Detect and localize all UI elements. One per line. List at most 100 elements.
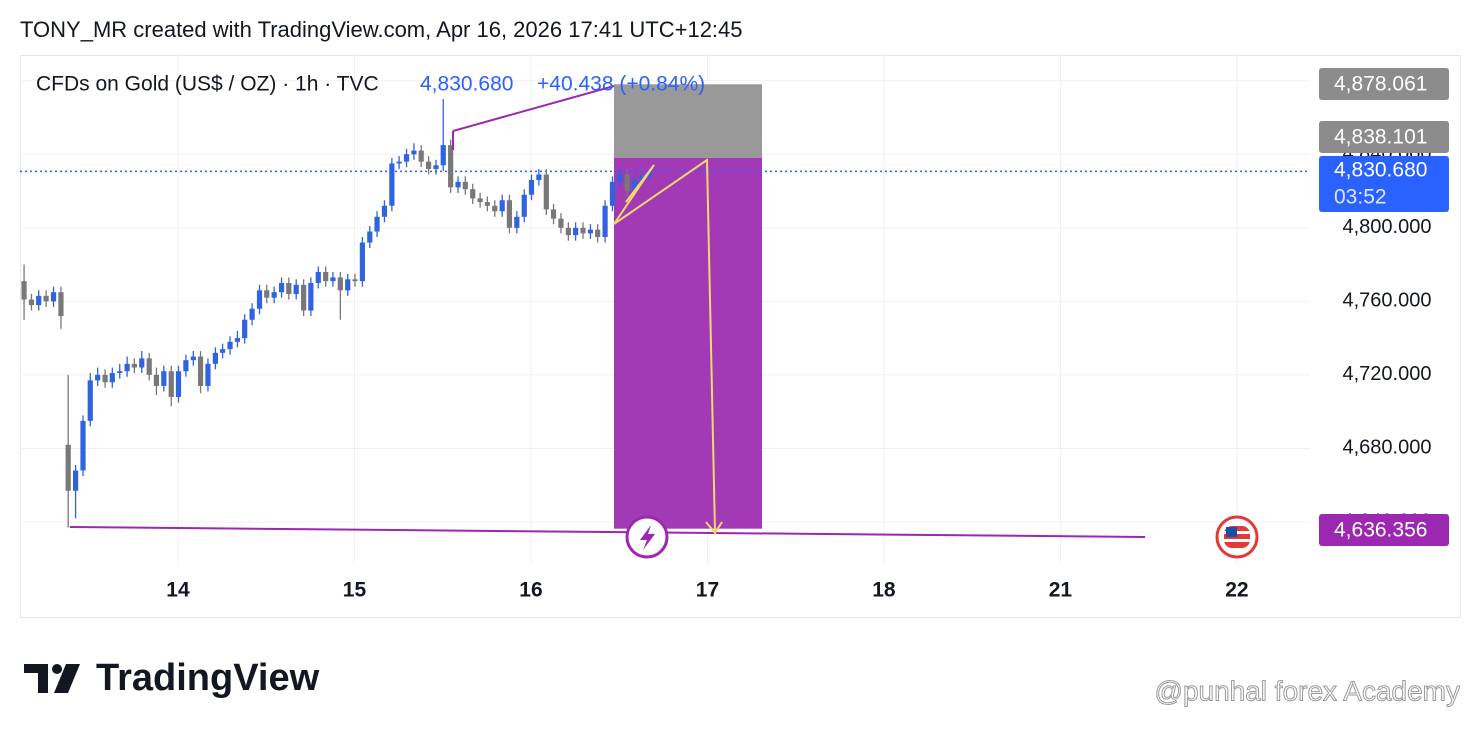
y-tick-label: 4,680.000 (1343, 437, 1432, 459)
candle-body (153, 374, 160, 386)
candle-body (367, 231, 373, 243)
candle-body (506, 200, 513, 228)
candle-body (374, 216, 380, 232)
candle-body (543, 174, 549, 210)
candle-body (558, 218, 564, 228)
candle-body (183, 360, 189, 372)
countdown: 03:52 (1334, 186, 1387, 209)
price-label-box (1319, 121, 1449, 153)
trend-line (69, 526, 1146, 538)
candle-body (220, 349, 226, 353)
candle-body (448, 145, 454, 188)
candle-body (21, 281, 27, 300)
price-label-box (1319, 68, 1449, 100)
candle-body (403, 154, 410, 162)
y-tick-label: 4,720.000 (1343, 363, 1432, 385)
candle-body (308, 282, 314, 311)
x-tick-label: 18 (872, 579, 896, 602)
logo-text: TradingView (96, 657, 320, 699)
candle-body (271, 292, 277, 298)
candle-body (124, 363, 130, 372)
candle-body (345, 279, 351, 291)
candle-body (587, 229, 594, 234)
candle-body (242, 319, 248, 339)
candle-body (95, 374, 101, 381)
candle-body (462, 181, 468, 190)
x-tick-label: 22 (1225, 579, 1248, 602)
candle-body (286, 282, 292, 295)
candle-body (212, 352, 218, 364)
candle-body (565, 227, 571, 236)
candle-body (139, 358, 145, 368)
candle-body (301, 284, 307, 311)
candle-body (580, 227, 586, 234)
x-tick-label: 14 (166, 579, 190, 602)
candle-body (440, 145, 446, 166)
lightning-icon (640, 525, 655, 550)
y-tick-label: 4,800.000 (1343, 216, 1432, 238)
chart-frame (20, 55, 1461, 618)
candle-body (168, 371, 174, 397)
x-tick-label: 16 (519, 579, 542, 602)
x-tick-label: 17 (696, 579, 719, 602)
candle-body (492, 205, 498, 212)
target-zone (614, 157, 762, 529)
stop-zone (614, 84, 762, 158)
candle-body (234, 338, 241, 342)
candle-body (72, 470, 79, 491)
candle-body (205, 363, 211, 386)
candle-body (227, 341, 233, 350)
candle-body (352, 279, 358, 282)
candle-body (455, 181, 461, 188)
candle-body (411, 150, 417, 155)
candle-body (381, 205, 388, 217)
candle-body (315, 271, 321, 283)
candle-body (102, 374, 108, 383)
candle-body (484, 202, 490, 206)
position-tool (20, 84, 1310, 529)
logo-mark (52, 664, 62, 674)
candle-body (28, 299, 35, 306)
candle-body (50, 292, 57, 302)
price-label-box (1319, 514, 1449, 546)
candle-body (433, 165, 439, 169)
candle-body (65, 444, 71, 491)
candle-body (646, 171, 652, 177)
header: TONY_MR created with TradingView.com, Ap… (20, 17, 743, 42)
logo-mark (24, 664, 48, 693)
chart-title: CFDs on Gold (US$ / OZ) · 1h · TVC (36, 73, 379, 96)
candle-body (499, 200, 505, 212)
candle-body (43, 295, 49, 302)
candle-body (117, 371, 123, 374)
candle-body (595, 229, 601, 238)
arrow-head (705, 521, 723, 535)
projection-path (613, 164, 655, 225)
candle-body (418, 150, 424, 162)
candle-body (573, 227, 579, 236)
projection-path (613, 158, 716, 533)
trend-line (452, 85, 615, 132)
candle-body (161, 371, 167, 386)
candle-body (617, 174, 623, 182)
candle-body (425, 161, 432, 169)
logo-mark (54, 664, 80, 693)
price-labels: 4,878.061 4,838.101 4,830.680 03:52 4,636.35… (1319, 68, 1449, 546)
candle-body (477, 198, 483, 203)
price-label-box (1319, 156, 1449, 212)
candle-body (602, 205, 608, 238)
candle-body (131, 363, 137, 368)
price-change: +40.438 (+0.84%) (537, 73, 705, 96)
flag-stripe (1224, 539, 1250, 542)
candle-body (36, 295, 42, 306)
candles (21, 99, 652, 528)
candle-body (197, 356, 204, 386)
last-price: 4,830.680 (420, 73, 513, 96)
candle-body (58, 292, 64, 317)
candle-body (624, 174, 630, 192)
candle-body (293, 284, 299, 295)
flag-canton (1226, 527, 1237, 537)
candle-body (639, 176, 645, 181)
candle-body (80, 420, 86, 471)
candle-body (249, 308, 255, 320)
